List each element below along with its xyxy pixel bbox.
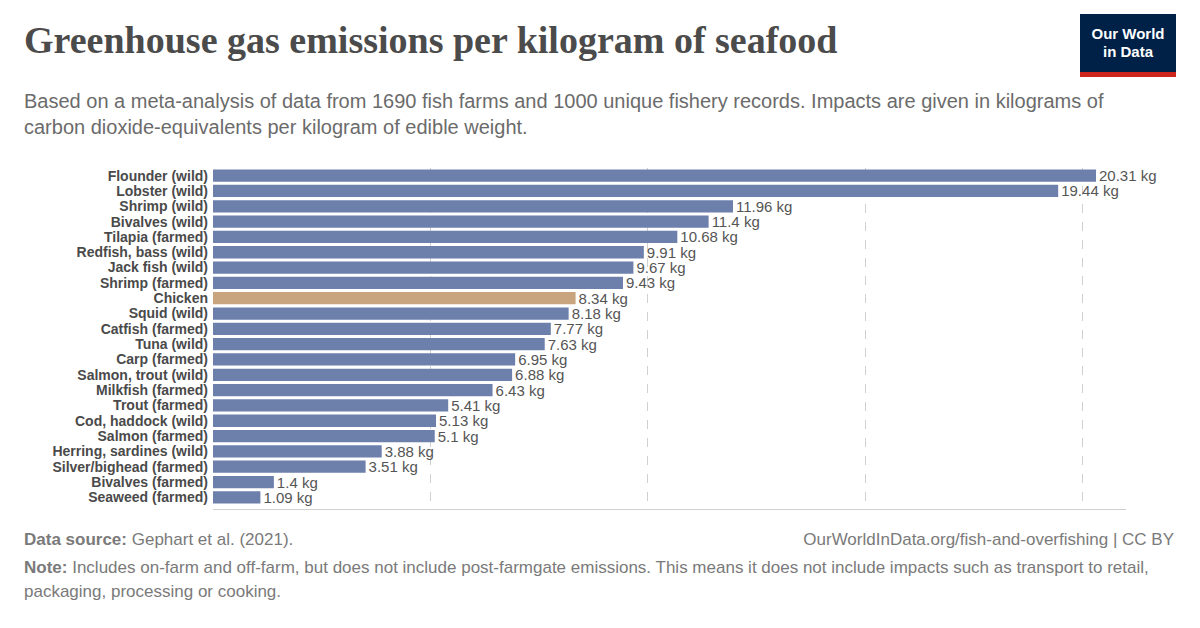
svg-text:19.44 kg: 19.44 kg	[1061, 182, 1119, 199]
svg-text:5.1 kg: 5.1 kg	[438, 428, 479, 445]
svg-text:8.34 kg: 8.34 kg	[579, 290, 628, 307]
svg-text:11.4 kg: 11.4 kg	[712, 213, 760, 230]
svg-text:9.91 kg: 9.91 kg	[647, 244, 696, 261]
svg-text:3.51 kg: 3.51 kg	[369, 458, 418, 475]
svg-text:6.95 kg: 6.95 kg	[518, 351, 567, 368]
svg-text:9.67 kg: 9.67 kg	[636, 259, 685, 276]
svg-text:20.31 kg: 20.31 kg	[1099, 167, 1157, 184]
svg-text:Tuna (wild): Tuna (wild)	[135, 336, 208, 352]
svg-text:Silver/bighead (farmed): Silver/bighead (farmed)	[52, 459, 208, 475]
svg-text:1.4 kg: 1.4 kg	[277, 474, 318, 491]
svg-text:Squid (wild): Squid (wild)	[129, 305, 208, 321]
svg-text:1.09 kg: 1.09 kg	[263, 489, 312, 506]
html-text:Note: Includes on-farm and off: Note: Includes on-farm and off-farm, but…	[24, 558, 1149, 601]
svg-text:6.43 kg: 6.43 kg	[496, 382, 545, 399]
svg-text:Trout (farmed): Trout (farmed)	[113, 397, 208, 413]
svg-text:10.68 kg: 10.68 kg	[680, 228, 738, 245]
svg-text:Lobster (wild): Lobster (wild)	[116, 183, 208, 199]
svg-text:Bivalves (wild): Bivalves (wild)	[111, 214, 208, 230]
svg-text:Seaweed (farmed): Seaweed (farmed)	[88, 489, 208, 505]
svg-text:Jack fish (wild): Jack fish (wild)	[108, 259, 208, 275]
svg-text:7.63 kg: 7.63 kg	[548, 336, 597, 353]
svg-text:5.41 kg: 5.41 kg	[451, 397, 500, 414]
html-text:in Data: in Data	[1103, 43, 1153, 60]
svg-text:9.43 kg: 9.43 kg	[626, 274, 675, 291]
html-text:Greenhouse gas emissions per k: Greenhouse gas emissions per kilogram of…	[24, 19, 838, 61]
svg-text:Carp (farmed): Carp (farmed)	[116, 351, 208, 367]
html-text:Our World: Our World	[1091, 25, 1165, 42]
svg-text:7.77 kg: 7.77 kg	[554, 320, 603, 337]
svg-text:8.18 kg: 8.18 kg	[572, 305, 621, 322]
html-text:OurWorldInData.org/fish-and-ov: OurWorldInData.org/fish-and-overfishing …	[803, 530, 1174, 549]
svg-text:Cod, haddock (wild): Cod, haddock (wild)	[75, 413, 208, 429]
svg-text:Herring, sardines (wild): Herring, sardines (wild)	[52, 443, 208, 459]
svg-text:Salmon, trout (wild): Salmon, trout (wild)	[77, 367, 208, 383]
svg-text:Bivalves (farmed): Bivalves (farmed)	[91, 474, 208, 490]
svg-text:Shrimp (farmed): Shrimp (farmed)	[100, 275, 208, 291]
svg-text:11.96 kg: 11.96 kg	[736, 198, 792, 215]
svg-text:Milkfish (farmed): Milkfish (farmed)	[96, 382, 208, 398]
svg-text:Chicken: Chicken	[154, 290, 208, 306]
html-text:Based on a meta-analysis of da: Based on a meta-analysis of data from 16…	[24, 90, 1104, 138]
svg-text:6.88 kg: 6.88 kg	[515, 366, 564, 383]
svg-text:Catfish (farmed): Catfish (farmed)	[101, 321, 208, 337]
svg-text:5.13 kg: 5.13 kg	[439, 412, 488, 429]
svg-text:3.88 kg: 3.88 kg	[385, 443, 434, 460]
svg-text:Tilapia (farmed): Tilapia (farmed)	[104, 229, 208, 245]
svg-text:Redfish, bass (wild): Redfish, bass (wild)	[77, 244, 208, 260]
svg-text:Shrimp (wild): Shrimp (wild)	[119, 198, 208, 214]
svg-text:Flounder (wild): Flounder (wild)	[108, 168, 208, 184]
html-text:Data source: Gephart et al. (2: Data source: Gephart et al. (2021).	[24, 530, 294, 549]
svg-text:Salmon (farmed): Salmon (farmed)	[98, 428, 208, 444]
